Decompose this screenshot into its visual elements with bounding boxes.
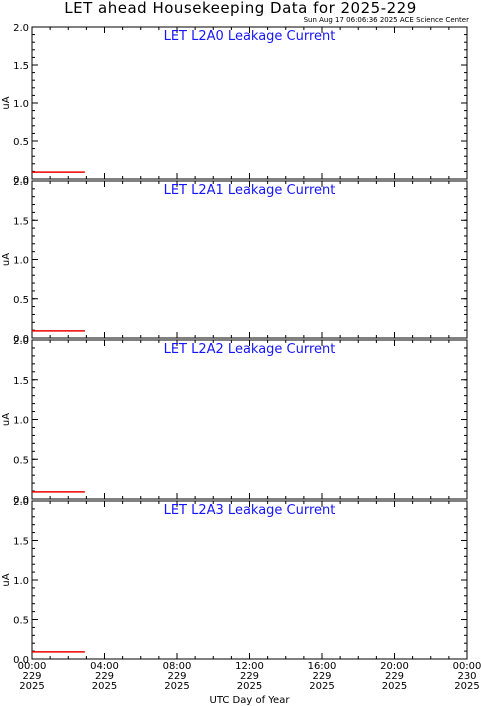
- y-axis-label: uA: [1, 573, 12, 586]
- x-tick-day: 229: [167, 671, 186, 682]
- x-tick-day: 229: [22, 671, 41, 682]
- y-tick-label: 1.5: [13, 537, 29, 548]
- y-tick-label: 2.0: [13, 177, 29, 188]
- generation-timestamp: Sun Aug 17 06:06:36 2025 ACE Science Cen…: [303, 16, 469, 24]
- x-tick-time: 08:00: [163, 661, 192, 672]
- y-axis-label: uA: [1, 96, 12, 109]
- y-axis-label: uA: [1, 253, 12, 266]
- x-tick-year: 2025: [382, 681, 407, 692]
- x-tick-time: 00:00: [18, 661, 47, 672]
- x-tick-year: 2025: [309, 681, 334, 692]
- y-tick-label: 1.5: [13, 61, 29, 72]
- y-tick-label: 0.0: [13, 655, 29, 666]
- x-tick-year: 2025: [164, 681, 189, 692]
- panel-title: LET L2A1 Leakage Current: [164, 183, 336, 198]
- y-tick-label: 0.5: [13, 455, 29, 466]
- panel-title: LET L2A3 Leakage Current: [164, 503, 336, 518]
- x-tick-time: 04:00: [90, 661, 119, 672]
- y-tick-label: 1.0: [13, 576, 29, 587]
- x-tick-year: 2025: [454, 681, 479, 692]
- panel-title: LET L2A2 Leakage Current: [164, 342, 336, 357]
- y-tick-label: 2.0: [13, 336, 29, 347]
- page-title: LET ahead Housekeeping Data for 2025-229: [64, 0, 417, 17]
- x-tick-year: 2025: [92, 681, 117, 692]
- x-tick-year: 2025: [19, 681, 44, 692]
- x-tick-day: 229: [240, 671, 259, 682]
- y-tick-label: 1.0: [13, 256, 29, 267]
- y-tick-label: 0.5: [13, 616, 29, 627]
- y-tick-label: 0.0: [13, 495, 29, 506]
- x-tick-time: 00:00: [453, 661, 481, 672]
- x-axis-label: UTC Day of Year: [210, 695, 291, 706]
- y-tick-label: 0.5: [13, 295, 29, 306]
- x-tick-day: 229: [95, 671, 114, 682]
- x-tick-day: 229: [385, 671, 404, 682]
- y-tick-label: 2.0: [13, 497, 29, 508]
- y-tick-label: 0.0: [13, 334, 29, 345]
- y-tick-label: 1.0: [13, 416, 29, 427]
- x-tick-year: 2025: [237, 681, 262, 692]
- x-tick-day: 229: [312, 671, 331, 682]
- panel-title: LET L2A0 Leakage Current: [164, 29, 336, 44]
- x-tick-time: 16:00: [308, 661, 337, 672]
- y-axis-label: uA: [1, 413, 12, 426]
- y-tick-label: 1.5: [13, 216, 29, 227]
- x-tick-time: 20:00: [380, 661, 409, 672]
- y-tick-label: 2.0: [13, 23, 29, 34]
- y-tick-label: 0.5: [13, 137, 29, 148]
- panel-frame: [31, 26, 468, 180]
- x-tick-time: 12:00: [235, 661, 264, 672]
- y-tick-label: 1.5: [13, 376, 29, 387]
- panel-frame: [31, 500, 468, 660]
- y-tick-label: 1.0: [13, 99, 29, 110]
- y-tick-label: 0.0: [13, 175, 29, 186]
- panel-frame: [31, 339, 468, 500]
- x-tick-day: 230: [457, 671, 476, 682]
- panel-frame: [31, 180, 468, 339]
